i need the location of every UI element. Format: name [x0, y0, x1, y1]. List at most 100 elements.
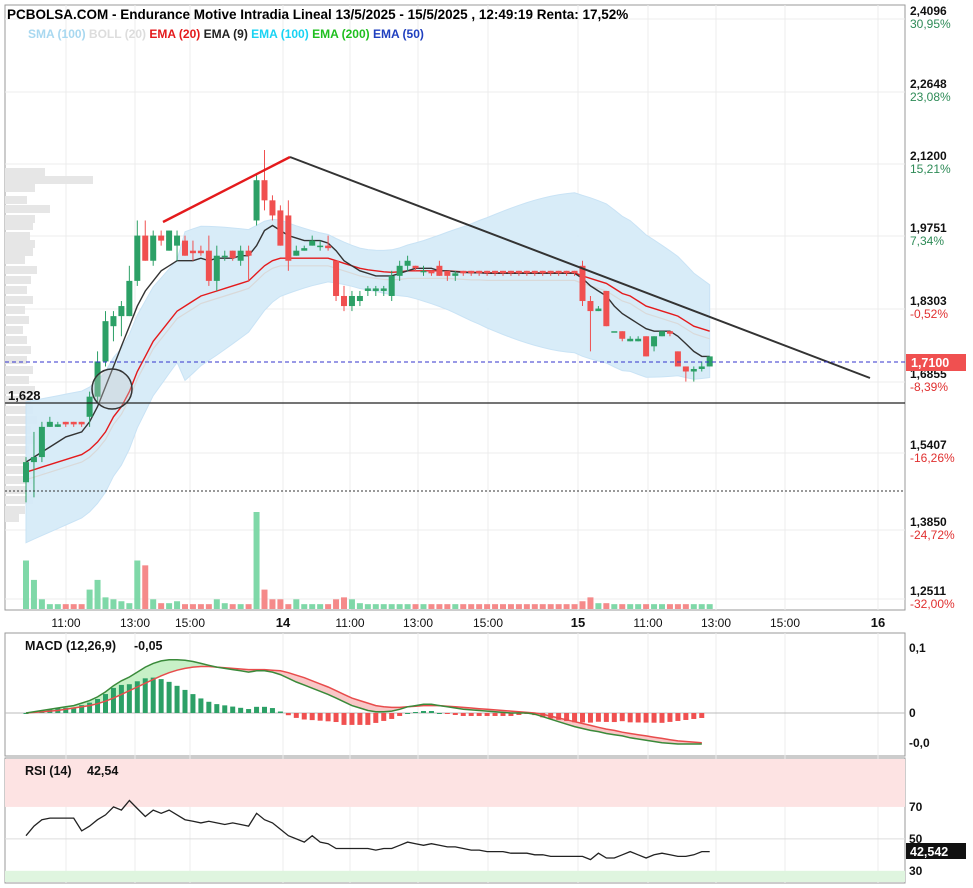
pct-tick: -24,72% [910, 528, 955, 542]
candle-body [484, 270, 491, 274]
volume-bar [412, 604, 419, 609]
macd-histogram-bar [126, 684, 132, 713]
macd-histogram-bar [381, 713, 387, 721]
profile-bar [5, 168, 45, 176]
moving-averages [25, 224, 710, 481]
candle-body [460, 270, 467, 274]
macd-axis-tick: -0,0 [909, 736, 930, 750]
candle-body [197, 250, 204, 254]
macd-histogram-bar [635, 713, 641, 723]
macd-histogram-bar [587, 713, 593, 723]
profile-bar [5, 286, 27, 294]
volume-bar [571, 604, 578, 609]
candle-body [142, 235, 149, 261]
volume-bar [523, 604, 530, 609]
macd-histogram-bar [254, 706, 260, 713]
volume-bar [563, 604, 570, 609]
macd-histogram-bar [436, 713, 442, 714]
macd-histogram-bar [142, 678, 148, 713]
candle-body [706, 356, 713, 367]
ema9-line [25, 224, 710, 463]
macd-histogram-bar [23, 713, 29, 714]
profile-bar [5, 240, 35, 248]
candle-body [468, 270, 475, 274]
uptrend-line [162, 155, 291, 224]
candle-body [317, 245, 324, 248]
macd-histogram-bar [675, 713, 681, 721]
candle-body [261, 180, 268, 201]
macd-histogram-bar [556, 713, 562, 720]
profile-bar [5, 184, 35, 192]
candle-body [94, 361, 101, 397]
volume-bar [452, 604, 459, 609]
price-tick: 1,5407 [910, 438, 947, 452]
macd-histogram-bar [285, 713, 291, 716]
candle-body [627, 338, 634, 342]
chart-title: PCBOLSA.COM - Endurance Motive Intradia … [7, 7, 628, 22]
macd-histogram-bar [174, 685, 180, 713]
profile-bar [5, 222, 33, 230]
macd-histogram-bar [611, 713, 617, 723]
profile-bar [5, 456, 33, 464]
volume-bar [126, 603, 133, 609]
volume-bar [213, 599, 220, 609]
candle-body [579, 265, 586, 302]
volume-bar [30, 579, 37, 609]
macd-histogram-bar [63, 707, 69, 713]
current-price-tag [906, 354, 966, 371]
macd-histogram-bar [405, 713, 411, 714]
candle-body [348, 295, 355, 307]
macd-histogram-bar [421, 711, 426, 713]
rsi-axis-tick: 70 [909, 800, 923, 814]
candle-body [651, 336, 658, 347]
macd-axis-tick: 0,1 [909, 641, 926, 655]
candle-body [412, 265, 419, 269]
candle-body [333, 260, 340, 296]
price-tick: 1,3850 [910, 515, 947, 529]
price-tick: 2,4096 [910, 4, 947, 18]
boll-mid-line [25, 265, 710, 481]
candle-body [666, 331, 673, 334]
volume-bar [253, 512, 260, 609]
rsi-current-label: 42,542 [910, 845, 948, 859]
candle-body [356, 295, 363, 302]
volume-bar [690, 604, 697, 609]
macd-histogram-bar [444, 713, 450, 714]
macd-histogram-bar [110, 687, 116, 713]
candle-body [436, 265, 443, 276]
volume-bar [388, 604, 395, 609]
volume-bar [54, 604, 61, 609]
candle-body [372, 288, 379, 291]
ema20-line [25, 257, 710, 473]
macd-histogram-bar [595, 713, 601, 722]
candle-body [126, 280, 133, 317]
volume-bar [666, 604, 673, 609]
profile-bar [5, 506, 25, 514]
profile-bar [5, 346, 31, 354]
volume-bar [428, 604, 435, 609]
volume-bar [261, 589, 268, 609]
candle-body [70, 421, 77, 425]
candle-body [476, 270, 483, 274]
candle-body [500, 270, 506, 274]
volume-bar [436, 604, 443, 609]
price-tick: 1,9751 [910, 221, 947, 235]
candle-body [158, 235, 165, 241]
candle-body [277, 210, 284, 246]
profile-bar [5, 232, 30, 240]
candle-body [682, 366, 689, 372]
profile-bar [5, 386, 35, 394]
pct-tick: 23,08% [910, 90, 951, 104]
volume-bar [333, 599, 340, 609]
macd-histogram-bar [158, 679, 164, 713]
pct-tick: 7,34% [910, 234, 944, 248]
candle-body [396, 265, 403, 276]
volume-bar [507, 604, 514, 609]
macd-histogram-bar [325, 713, 331, 722]
macd-histogram-bar [580, 713, 585, 723]
time-tick: 15:00 [175, 616, 205, 630]
volume-bar [635, 604, 642, 609]
macd-label: MACD (12,26,9) [25, 639, 116, 653]
macd-histogram-bar [603, 713, 609, 722]
candle-body [380, 288, 387, 291]
